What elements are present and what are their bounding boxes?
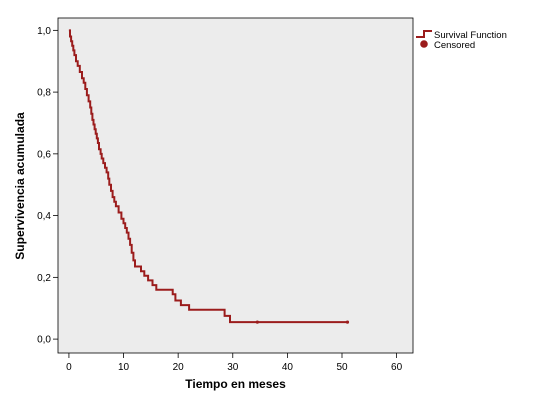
y-tick-label: 1,0 — [37, 26, 51, 37]
x-tick-label: 10 — [118, 362, 130, 373]
y-tick-label: 0,0 — [37, 335, 51, 346]
y-tick-label: 0,6 — [37, 149, 51, 160]
legend-censored-label: Censored — [434, 40, 475, 51]
x-tick-label: 60 — [391, 362, 403, 373]
legend-censored-symbol — [420, 40, 428, 48]
y-axis-title: Supervivencia acumulada — [13, 112, 27, 260]
y-tick-label: 0,8 — [37, 88, 51, 99]
x-tick-label: 40 — [282, 362, 294, 373]
x-tick-label: 0 — [66, 362, 72, 373]
censored-point — [255, 320, 259, 324]
series-layer — [68, 29, 350, 324]
plot-background — [57, 17, 414, 354]
legend: Survival Function Censored — [416, 30, 507, 51]
x-tick-label: 50 — [336, 362, 348, 373]
censored-point — [345, 320, 350, 324]
survival-function-line — [68, 29, 348, 324]
y-tick-label: 0,2 — [37, 273, 51, 284]
legend-survival-label: Survival Function — [434, 30, 507, 41]
x-tick-label: 30 — [227, 362, 239, 373]
y-tick-label: 0,4 — [37, 211, 51, 222]
x-axis-ticks: 0 10 20 30 40 50 60 — [66, 353, 403, 373]
legend-survival-symbol — [416, 30, 432, 38]
y-axis-ticks: 0,0 0,2 0,4 0,6 0,8 1,0 — [37, 26, 58, 346]
x-axis-title: Tiempo en meses — [185, 377, 286, 391]
x-tick-label: 20 — [173, 362, 185, 373]
